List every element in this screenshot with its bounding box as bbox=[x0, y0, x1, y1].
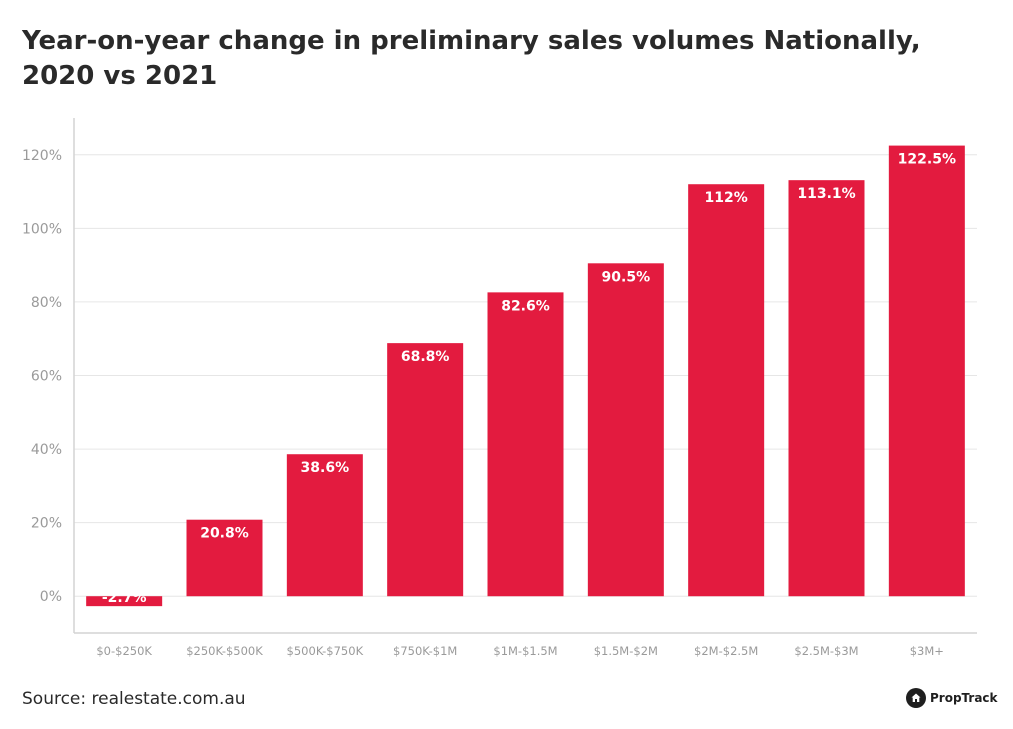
brand-name: PropTrack bbox=[930, 691, 998, 705]
x-tick-label: $750K-$1M bbox=[393, 644, 457, 658]
axes bbox=[73, 118, 977, 634]
bar bbox=[86, 596, 163, 607]
proptrack-logo: PropTrack bbox=[906, 687, 998, 709]
y-tick-label: 0% bbox=[40, 589, 62, 605]
chart-title: Year-on-year change in preliminary sales… bbox=[22, 26, 921, 91]
bar bbox=[587, 263, 664, 597]
y-tick-label: 60% bbox=[31, 369, 62, 385]
x-tick-label: $250K-$500K bbox=[186, 644, 263, 658]
y-tick-label: 40% bbox=[31, 442, 62, 458]
bar bbox=[688, 184, 765, 597]
y-tick-label: 80% bbox=[31, 295, 62, 311]
bar bbox=[387, 343, 464, 597]
house-icon bbox=[906, 688, 926, 708]
data-label: 113.1% bbox=[797, 186, 855, 202]
y-tick-label: 120% bbox=[22, 148, 62, 164]
x-tick-labels: $0-$250K $250K-$500K $500K-$750K $750K-$1M $… bbox=[96, 644, 944, 658]
x-tick-label: $0-$250K bbox=[96, 644, 152, 658]
y-tick-label: 100% bbox=[22, 221, 62, 237]
y-tick-label: 20% bbox=[31, 516, 62, 532]
data-label: 68.8% bbox=[401, 349, 450, 365]
data-label: 82.6% bbox=[501, 298, 550, 314]
bar bbox=[286, 454, 363, 597]
bar bbox=[487, 292, 564, 597]
y-tick-labels: 0% 20% 40% 60% 80% 100% 120% bbox=[22, 148, 62, 605]
bar bbox=[186, 519, 263, 597]
bar bbox=[888, 145, 965, 597]
data-label: 112% bbox=[705, 190, 748, 206]
x-tick-label: $3M+ bbox=[910, 644, 944, 658]
data-label: 20.8% bbox=[200, 526, 249, 542]
x-tick-label: $1.5M-$2M bbox=[594, 644, 658, 658]
data-label: 122.5% bbox=[898, 152, 956, 168]
source-note: Source: realestate.com.au bbox=[22, 689, 246, 709]
x-tick-label: $2.5M-$3M bbox=[794, 644, 858, 658]
data-labels: -2.7% 20.8% 38.6% 68.8% 82.6% 90.5% 112% 113.1%… bbox=[102, 152, 956, 607]
x-tick-label: $2M-$2.5M bbox=[694, 644, 758, 658]
data-label: -2.7% bbox=[102, 590, 147, 606]
bars bbox=[86, 145, 965, 607]
data-label: 90.5% bbox=[602, 269, 651, 285]
x-tick-label: $500K-$750K bbox=[287, 644, 364, 658]
bar bbox=[788, 180, 865, 597]
data-label: 38.6% bbox=[301, 460, 350, 476]
x-tick-label: $1M-$1.5M bbox=[493, 644, 557, 658]
